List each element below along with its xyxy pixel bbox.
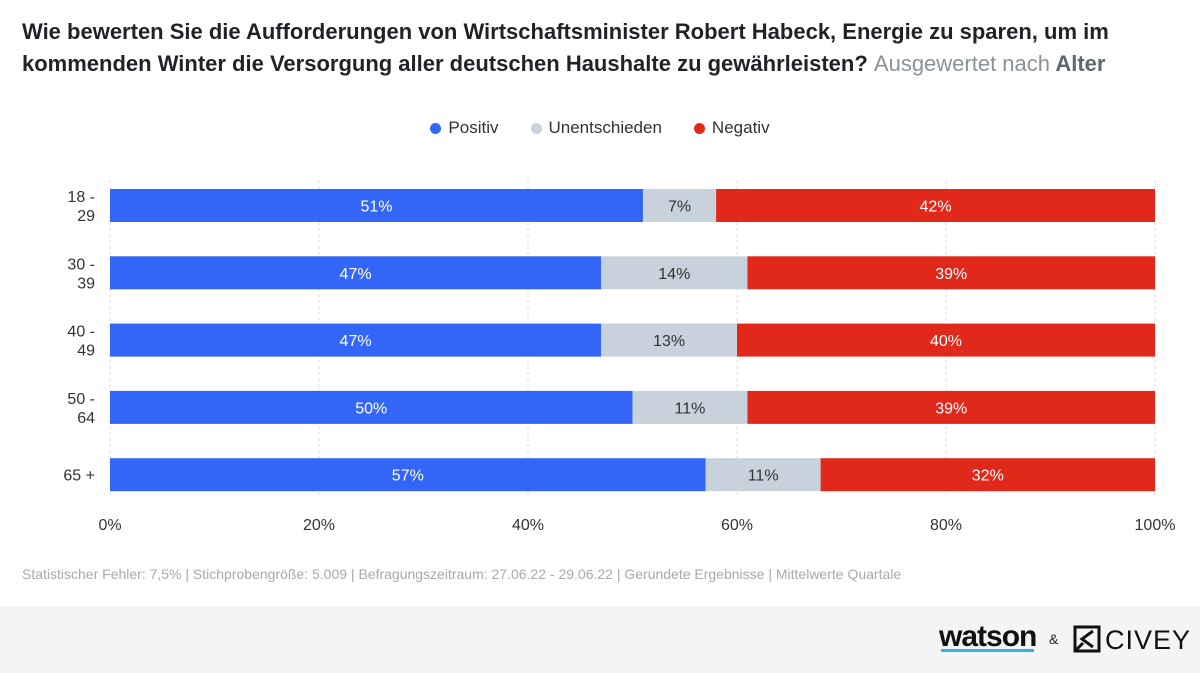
legend-dot-icon (430, 122, 442, 134)
bar-segment (642, 189, 717, 222)
y-category-label-line: 18 - (67, 189, 95, 206)
legend-label: Positiv (448, 118, 499, 137)
legend-label: Unentschieden (548, 118, 662, 137)
bar-segment (705, 458, 821, 492)
y-category-label-line: 50 - (67, 391, 95, 408)
title-main: Wie bewerten Sie die Aufforderungen von … (22, 19, 1109, 76)
y-category-label-line: 29 (77, 208, 95, 225)
bar-segment (747, 390, 1155, 424)
bar-segment (110, 323, 602, 357)
data-label: 7% (668, 199, 691, 216)
legend-item-positiv[interactable]: Positiv (430, 118, 499, 138)
x-tick-label: 100% (1135, 517, 1176, 534)
bar-segment (716, 189, 1155, 222)
brand-separator: & (1049, 631, 1059, 647)
title-subtitle-key: Alter (1055, 51, 1106, 76)
data-label: 11% (675, 400, 706, 417)
data-label: 11% (748, 468, 779, 485)
legend-dot-icon (530, 122, 542, 134)
chart-legend: Positiv Unentschieden Negativ (0, 118, 1200, 138)
bar-segment (632, 390, 748, 424)
stacked-bar-chart: 0% 20% 40% 60% 80% 100% 51% 7% 42% 18 - 29 47% 14% 39… (63, 180, 1176, 534)
civey-logo-text[interactable]: CIVEY (1105, 625, 1192, 655)
footnote: Statistischer Fehler: 7,5% | Stichproben… (22, 566, 902, 582)
bar-segment (110, 256, 602, 290)
watson-underline (941, 649, 1035, 652)
y-category-label-line: 49 (77, 343, 95, 360)
data-label: 47% (340, 333, 372, 350)
bar-segment (737, 323, 1155, 357)
y-category-label: 18 - 29 (67, 189, 95, 225)
x-tick-label: 20% (303, 517, 335, 534)
data-label: 42% (920, 199, 952, 216)
legend-item-unentschieden[interactable]: Unentschieden (530, 118, 662, 138)
data-label: 39% (935, 400, 967, 417)
bar-segment (601, 323, 737, 357)
data-label: 32% (972, 468, 1004, 485)
bar-segment (110, 458, 706, 492)
data-label: 13% (653, 333, 685, 350)
title-subtitle-prefix: Ausgewertet nach (873, 51, 1051, 76)
x-tick-label: 80% (930, 517, 962, 534)
data-label: 14% (658, 266, 690, 283)
y-category-label-line: 30 - (67, 256, 95, 273)
x-tick-label: 60% (721, 517, 753, 534)
bar-segment (820, 458, 1155, 492)
x-tick-label: 0% (98, 517, 121, 534)
watson-logo-text: watson (939, 620, 1037, 653)
footer-bar: watson & CIVEY (0, 606, 1200, 673)
data-label: 57% (392, 468, 424, 485)
data-label: 50% (355, 400, 387, 417)
legend-label: Negativ (711, 118, 770, 137)
x-tick-label: 40% (512, 517, 544, 534)
y-category-label: 30 - 39 (67, 256, 95, 292)
bar-segment (747, 256, 1155, 290)
bar-segment (110, 189, 643, 222)
y-category-label: 65 + (63, 468, 95, 485)
y-category-label-line: 64 (77, 410, 95, 427)
civey-logo-icon (1073, 625, 1101, 653)
chart-title: Wie bewerten Sie die Aufforderungen von … (22, 16, 1182, 80)
y-category-label: 40 - 49 (67, 324, 95, 360)
data-label: 39% (935, 266, 967, 283)
watson-logo[interactable]: watson (939, 620, 1037, 654)
bar-segment (601, 256, 748, 290)
data-label: 51% (360, 199, 392, 216)
bar-segment (110, 390, 633, 424)
data-label: 40% (930, 333, 962, 350)
legend-item-negativ[interactable]: Negativ (693, 118, 770, 138)
y-category-label-line: 39 (77, 275, 95, 292)
legend-dot-icon (693, 122, 705, 134)
data-label: 47% (340, 266, 372, 283)
y-category-label: 50 - 64 (67, 391, 95, 427)
y-category-label-line: 40 - (67, 324, 95, 341)
y-category-label-line: 65 + (63, 468, 95, 485)
